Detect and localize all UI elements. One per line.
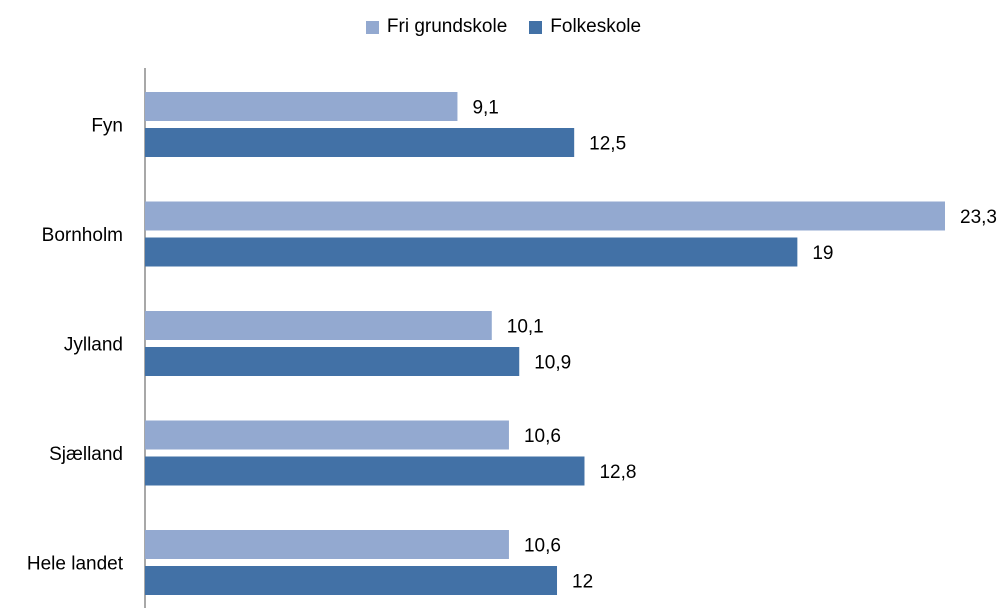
- chart-legend: Fri grundskole Folkeskole: [0, 12, 1007, 42]
- data-label-folkeskole-bornholm: 19: [812, 243, 833, 264]
- data-label-fri-grundskole-fyn: 9,1: [472, 98, 498, 119]
- data-label-folkeskole-sjaelland: 12,8: [599, 462, 636, 483]
- bar-folkeskole-hele-landet: [145, 566, 558, 595]
- bar-fri-grundskole-bornholm: [145, 201, 945, 231]
- data-label-fri-grundskole-sjaelland: 10,6: [524, 426, 561, 447]
- category-label-hele-landet: Hele landet: [27, 554, 124, 575]
- bars-group: 9,1 12,5 23,3 19 10,1 10,9 10,6 12,8 10,6 12: [145, 92, 997, 595]
- bar-fri-grundskole-hele-landet: [145, 530, 509, 559]
- data-label-fri-grundskole-hele-landet: 10,6: [524, 536, 561, 557]
- legend-swatch-fri-grundskole: [365, 20, 379, 34]
- category-label-fyn: Fyn: [91, 116, 123, 137]
- legend-label-fri-grundskole: Fri grundskole: [386, 16, 508, 37]
- bar-folkeskole-bornholm: [145, 237, 798, 267]
- legend-swatch-folkeskole: [529, 20, 543, 34]
- bar-fri-grundskole-fyn: [145, 92, 458, 121]
- bar-folkeskole-fyn: [145, 128, 575, 157]
- bar-folkeskole-sjaelland: [145, 456, 585, 486]
- data-label-fri-grundskole-jylland: 10,1: [507, 317, 544, 338]
- bar-fri-grundskole-sjaelland: [145, 420, 509, 450]
- category-label-sjaelland: Sjælland: [49, 444, 123, 465]
- legend-item-fri-grundskole: Fri grundskole: [365, 16, 508, 38]
- data-label-folkeskole-fyn: 12,5: [589, 134, 626, 155]
- category-label-jylland: Jylland: [64, 335, 123, 356]
- data-label-folkeskole-jylland: 10,9: [534, 353, 571, 374]
- category-label-bornholm: Bornholm: [42, 225, 123, 246]
- legend-item-folkeskole: Folkeskole: [529, 16, 641, 38]
- legend-label-folkeskole: Folkeskole: [550, 16, 642, 37]
- bar-fri-grundskole-jylland: [145, 311, 492, 340]
- data-label-folkeskole-hele-landet: 12: [572, 572, 593, 593]
- bar-folkeskole-jylland: [145, 347, 520, 376]
- data-label-fri-grundskole-bornholm: 23,3: [960, 207, 997, 228]
